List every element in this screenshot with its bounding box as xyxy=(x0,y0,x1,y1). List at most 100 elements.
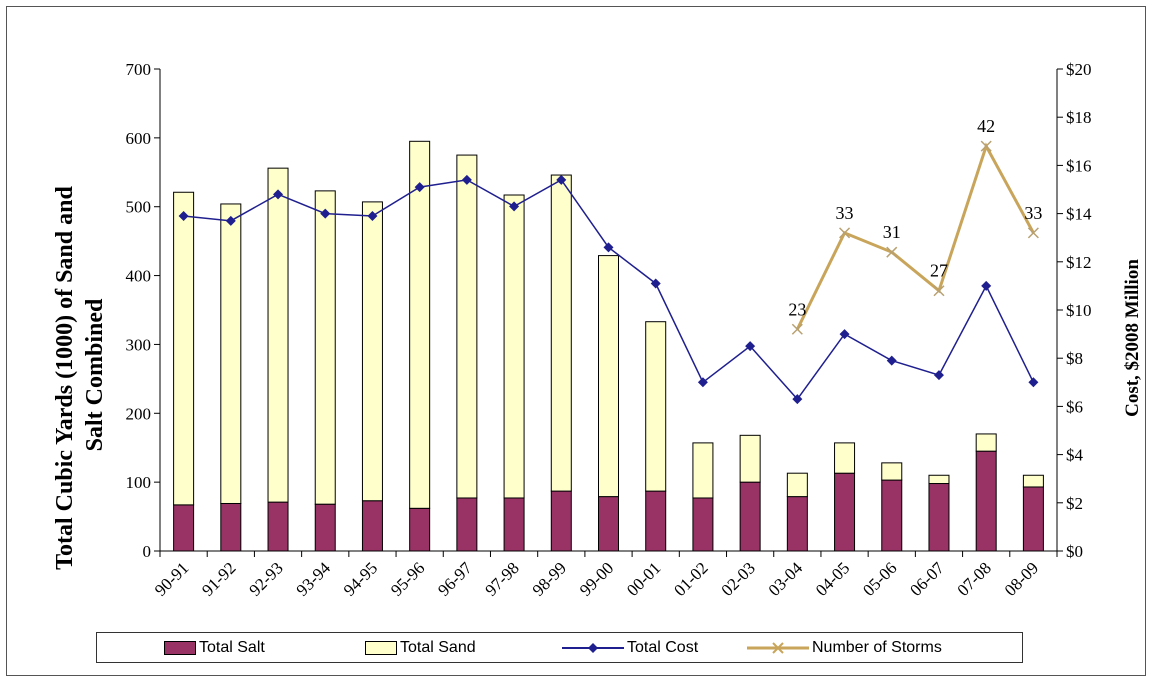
bar-total-salt xyxy=(881,479,903,552)
legend-item-total-cost: Total Cost xyxy=(562,638,698,658)
x-tick-label: 04-05 xyxy=(812,558,853,599)
marker-total-cost xyxy=(745,341,756,352)
right-tick-label: $16 xyxy=(1066,156,1092,175)
bar-total-sand xyxy=(975,433,997,452)
bar-total-salt xyxy=(503,497,525,552)
line-number-of-storms xyxy=(795,142,1035,330)
right-tick-label: $8 xyxy=(1066,349,1083,368)
legend-swatch-total-salt xyxy=(164,641,196,655)
legend-swatch-total-sand xyxy=(365,641,397,655)
left-tick-label: 300 xyxy=(126,335,152,354)
x-tick-label: 03-04 xyxy=(765,558,807,600)
marker-total-cost xyxy=(273,189,284,200)
legend-swatch-number-of-storms xyxy=(747,642,809,654)
x-tick-label: 95-96 xyxy=(387,558,428,599)
marker-total-cost xyxy=(367,211,378,222)
right-tick-label: $10 xyxy=(1066,301,1092,320)
left-tick-label: 400 xyxy=(126,267,152,286)
legend-label-total-salt: Total Salt xyxy=(199,639,265,656)
marker-total-cost xyxy=(603,242,614,253)
bar-total-salt xyxy=(314,503,336,552)
marker-total-cost xyxy=(414,182,425,193)
bar-total-salt xyxy=(1022,486,1044,552)
bar-total-sand xyxy=(409,140,431,509)
left-tick-label: 500 xyxy=(126,198,152,217)
x-tick-label: 93-94 xyxy=(293,558,335,600)
bar-total-sand xyxy=(692,442,714,499)
bar-total-salt xyxy=(267,501,289,552)
bar-total-sand xyxy=(550,174,572,492)
bar-total-salt xyxy=(645,490,667,552)
bar-total-sand xyxy=(598,255,619,498)
marker-total-cost xyxy=(650,278,661,289)
legend-item-number-of-storms: Number of Storms xyxy=(747,638,942,658)
marker-number-of-storms xyxy=(933,285,945,297)
bar-total-sand xyxy=(173,191,195,506)
x-tick-label: 01-02 xyxy=(670,558,711,599)
right-tick-label: $4 xyxy=(1066,446,1084,465)
x-tick-label: 00-01 xyxy=(623,558,664,599)
legend-label-number-of-storms: Number of Storms xyxy=(812,639,942,656)
legend-item-total-salt: Total Salt xyxy=(164,638,265,658)
bar-total-salt xyxy=(220,502,242,552)
x-tick-label: 98-99 xyxy=(529,558,570,599)
data-label-number-of-storms: 23 xyxy=(788,299,806,319)
bar-total-salt xyxy=(598,496,619,552)
x-axis: 90-91 91-92 92-93 93-94 94-95 95-96 96-97 97-98… xyxy=(151,551,1058,600)
data-label-number-of-storms: 33 xyxy=(1024,203,1042,223)
marker-total-cost xyxy=(792,394,803,405)
x-tick-label: 08-09 xyxy=(1001,558,1042,599)
bar-total-sand xyxy=(881,462,903,481)
marker-total-cost xyxy=(839,329,850,340)
y2-axis-title: Cost, $2008 Million xyxy=(1122,259,1143,417)
bar-total-sand xyxy=(739,434,761,483)
legend-label-total-sand: Total Sand xyxy=(400,639,476,656)
bar-total-salt xyxy=(173,504,195,552)
left-tick-label: 100 xyxy=(126,473,152,492)
data-label-number-of-storms: 42 xyxy=(977,116,995,136)
marker-total-cost xyxy=(556,174,567,185)
marker-total-cost xyxy=(933,370,944,381)
bar-total-sand xyxy=(928,474,950,485)
legend-label-total-cost: Total Cost xyxy=(627,639,699,656)
bar-total-salt xyxy=(786,496,808,552)
x-tick-label: 05-06 xyxy=(859,558,900,599)
bar-total-sand xyxy=(834,442,856,474)
bar-total-sand xyxy=(220,203,242,504)
left-y-axis: 0 100 200 300 400 500 600 700 xyxy=(126,60,160,561)
right-tick-label: $12 xyxy=(1066,253,1092,272)
bars-layer xyxy=(173,140,1044,552)
legend-item-total-sand: Total Sand xyxy=(365,638,476,658)
left-tick-label: 200 xyxy=(126,404,152,423)
bar-total-sand xyxy=(456,154,478,499)
x-tick-label: 06-07 xyxy=(906,558,948,600)
right-tick-label: $2 xyxy=(1066,494,1083,513)
axis-titles: Total Cubic Yards (1000) of Sand and Sal… xyxy=(52,186,1143,570)
marker-total-cost xyxy=(509,201,520,212)
marker-number-of-storms xyxy=(791,323,803,335)
left-tick-label: 600 xyxy=(126,129,152,148)
marker-total-cost xyxy=(981,280,992,291)
bar-total-salt xyxy=(550,490,572,552)
bar-total-sand xyxy=(361,201,383,502)
marker-total-cost xyxy=(697,377,708,388)
x-tick-label: 94-95 xyxy=(340,558,381,599)
x-tick-label: 91-92 xyxy=(198,558,239,599)
legend: Total Salt Total Sand Total Cost Number … xyxy=(96,632,1023,663)
marker-total-cost xyxy=(320,208,331,219)
right-tick-label: $14 xyxy=(1066,205,1092,224)
data-labels-layer: 23 33 31 27 42 33 xyxy=(788,116,1042,319)
legend-swatch-total-cost xyxy=(562,643,624,653)
x-tick-label: 02-03 xyxy=(717,558,758,599)
x-tick-label: 92-93 xyxy=(245,558,286,599)
right-y-axis: $0 $2 $4 $6 $8 $10 $12 $14 $16 $18 $20 xyxy=(1057,60,1092,561)
bar-total-salt xyxy=(456,497,478,552)
x-tick-label: 07-08 xyxy=(954,558,995,599)
right-tick-label: $6 xyxy=(1066,397,1083,416)
bar-total-sand xyxy=(1022,474,1044,488)
y-axis-title-line-2: Salt Combined xyxy=(82,298,108,451)
right-tick-label: $20 xyxy=(1066,60,1092,79)
chart-frame xyxy=(6,6,1146,676)
right-tick-label: $18 xyxy=(1066,108,1092,127)
